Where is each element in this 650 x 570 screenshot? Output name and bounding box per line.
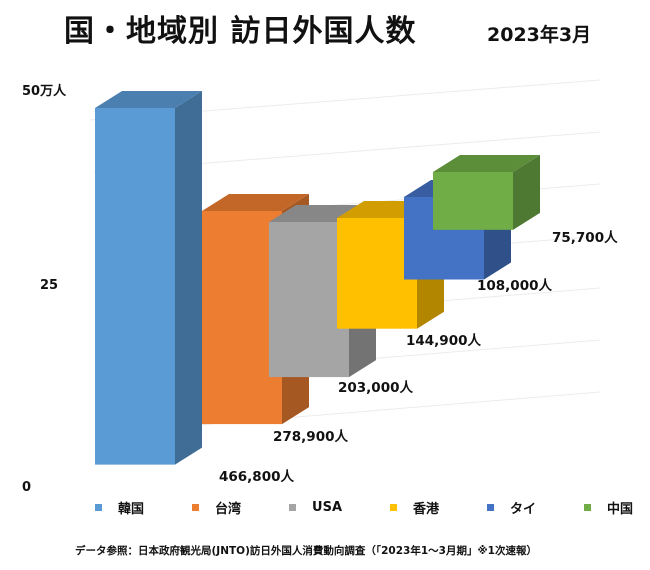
data-label: 144,900人 bbox=[406, 333, 481, 349]
legend-swatch bbox=[584, 504, 592, 511]
data-label: 203,000人 bbox=[338, 380, 413, 396]
legend-label: 香港 bbox=[413, 502, 440, 517]
chart-title: 国・地域別 訪日外国人数 bbox=[64, 14, 417, 49]
legend-label: 韓国 bbox=[118, 502, 145, 517]
data-label: 108,000人 bbox=[477, 278, 552, 294]
data-label: 466,800人 bbox=[219, 469, 294, 485]
legend-item: 中国 bbox=[584, 498, 633, 517]
y-tick-label: 50万人 bbox=[22, 83, 67, 99]
legend-item: USA bbox=[289, 498, 342, 517]
legend-item: タイ bbox=[487, 498, 536, 517]
legend-item: 韓国 bbox=[95, 498, 144, 517]
data-label: 75,700人 bbox=[552, 230, 618, 246]
data-label: 278,900人 bbox=[273, 429, 348, 445]
bar-side bbox=[175, 91, 202, 465]
bar-1 bbox=[95, 91, 202, 465]
legend-swatch bbox=[487, 504, 495, 511]
legend-swatch bbox=[390, 504, 398, 511]
bar-side bbox=[513, 155, 540, 230]
legend-label: タイ bbox=[510, 502, 537, 517]
source-note: データ参照：日本政府観光局(JNTO)訪日外国人消費動向調査（「2023年1～3… bbox=[75, 545, 537, 557]
legend-label: 中国 bbox=[607, 502, 634, 517]
bar-front bbox=[95, 108, 175, 465]
legend-swatch bbox=[289, 504, 297, 511]
bar-top bbox=[202, 194, 309, 211]
legend-label: 台湾 bbox=[215, 502, 242, 517]
bar-6 bbox=[433, 155, 540, 230]
bar-front bbox=[433, 172, 513, 230]
chart-subtitle: 2023年3月 bbox=[487, 24, 592, 46]
bar-front bbox=[269, 222, 349, 378]
legend-item: 台湾 bbox=[192, 498, 241, 517]
legend-swatch bbox=[192, 504, 200, 511]
bar-top bbox=[95, 91, 202, 108]
bar-top bbox=[433, 155, 540, 172]
legend-swatch bbox=[95, 504, 102, 511]
bar-front bbox=[337, 218, 417, 329]
legend-label: USA bbox=[312, 500, 343, 515]
bar-front bbox=[202, 211, 282, 425]
y-tick-label: 0 bbox=[22, 480, 31, 495]
legend-item: 香港 bbox=[390, 498, 439, 517]
y-tick-label: 25 bbox=[40, 278, 58, 293]
chart-legend: 韓国 台湾 USA 香港 タイ 中国 bbox=[95, 498, 650, 517]
